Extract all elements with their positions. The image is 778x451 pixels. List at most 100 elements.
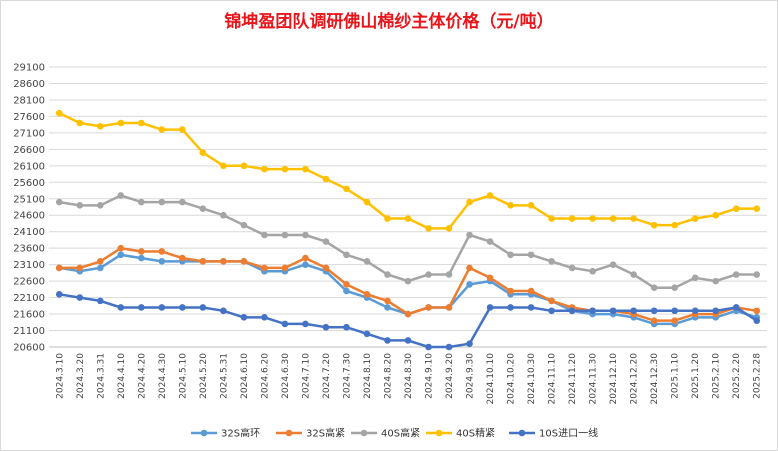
series-3 — [55, 192, 761, 292]
data-point — [76, 294, 84, 301]
data-point — [179, 254, 186, 262]
data-point — [384, 304, 391, 311]
x-tick-label: 2024.7.10 — [301, 353, 311, 399]
data-point — [486, 238, 494, 245]
y-tick-label: 28100 — [13, 95, 45, 106]
data-point — [548, 215, 555, 222]
data-point — [466, 264, 473, 272]
data-point — [138, 254, 145, 262]
y-tick-label: 22600 — [13, 277, 45, 288]
data-point — [732, 304, 740, 311]
data-point — [138, 119, 145, 127]
data-point — [691, 274, 699, 282]
y-tick-label: 25100 — [13, 194, 45, 205]
data-point — [712, 211, 720, 219]
data-point — [691, 215, 699, 222]
data-point — [589, 215, 596, 222]
x-tick-label: 2024.6.20 — [260, 353, 270, 399]
data-point — [302, 254, 309, 262]
data-point — [568, 264, 576, 272]
data-point — [568, 307, 576, 315]
data-point — [609, 261, 617, 268]
data-point — [55, 198, 63, 206]
y-axis-tick-labels: 20600 21100 21600 22100 22600 23100 23600 24100… — [13, 63, 45, 354]
data-point — [425, 271, 432, 278]
data-point — [466, 198, 473, 206]
x-axis-tick-labels: 2024.3.10 2024.3.20 2024.3.31 2024.4.10 2024… — [55, 353, 762, 405]
data-point — [404, 337, 412, 344]
data-point — [404, 215, 412, 222]
legend-item: 32S高紧 — [276, 427, 345, 440]
data-point — [240, 221, 248, 229]
data-point — [507, 202, 514, 209]
x-tick-label: 2024.5.31 — [219, 353, 229, 399]
data-point — [158, 248, 166, 255]
data-point — [363, 198, 371, 206]
data-point — [363, 330, 371, 338]
data-point — [671, 221, 678, 229]
x-tick-label: 2024.8.30 — [404, 353, 414, 399]
legend-marker — [200, 429, 208, 437]
x-tick-label: 2024.4.30 — [158, 353, 168, 399]
data-point — [96, 297, 104, 305]
data-point — [548, 258, 555, 265]
data-point — [261, 314, 268, 321]
data-point — [650, 317, 658, 324]
data-point — [302, 320, 309, 328]
data-point — [55, 290, 63, 298]
data-point — [343, 287, 350, 295]
data-point — [55, 109, 63, 117]
data-point — [281, 264, 289, 272]
data-point — [322, 238, 330, 245]
data-point — [343, 185, 350, 193]
data-point — [609, 215, 617, 222]
data-point — [322, 323, 330, 331]
data-point — [384, 297, 391, 305]
x-tick-label: 2024.3.20 — [76, 353, 86, 399]
x-tick-label: 2024.12.20 — [630, 353, 640, 405]
data-point — [527, 251, 535, 259]
data-point — [589, 307, 596, 315]
data-point — [671, 284, 678, 292]
data-point — [138, 198, 145, 206]
series-4 — [55, 109, 761, 232]
x-tick-label: 2024.7.30 — [342, 353, 352, 399]
data-point — [199, 304, 207, 311]
data-point — [96, 202, 104, 209]
x-tick-label: 2024.9.30 — [466, 353, 476, 399]
data-point — [486, 304, 494, 311]
legend-marker — [285, 429, 293, 437]
x-tick-label: 2024.10.10 — [486, 353, 496, 405]
x-tick-label: 2024.10.20 — [507, 353, 517, 405]
data-point — [199, 149, 207, 156]
data-point — [117, 304, 125, 311]
data-point — [76, 202, 84, 209]
data-point — [671, 317, 678, 324]
series-lines — [55, 109, 761, 351]
data-point — [343, 281, 350, 288]
legend-label: 40S精紧 — [456, 427, 495, 440]
data-point — [568, 215, 576, 222]
y-tick-label: 24100 — [13, 227, 45, 238]
x-tick-label: 2024.11.10 — [548, 353, 558, 405]
legend-item: 40S高紧 — [351, 427, 420, 440]
data-point — [507, 304, 514, 311]
x-tick-label: 2024.8.10 — [363, 353, 373, 399]
y-tick-label: 26100 — [13, 161, 45, 172]
data-point — [281, 320, 289, 328]
legend-item: 40S精紧 — [426, 427, 495, 440]
data-point — [55, 264, 63, 272]
legend-label: 40S高紧 — [381, 427, 420, 440]
data-point — [445, 304, 453, 311]
data-point — [158, 304, 166, 311]
data-point — [691, 307, 699, 315]
data-point — [732, 205, 740, 212]
x-tick-label: 2024.4.10 — [117, 353, 127, 399]
data-point — [650, 221, 658, 229]
series-5 — [55, 290, 761, 351]
data-point — [220, 162, 227, 170]
x-tick-label: 2024.11.20 — [568, 353, 578, 405]
y-tick-label: 28600 — [13, 79, 45, 90]
y-tick-label: 27100 — [13, 128, 45, 139]
